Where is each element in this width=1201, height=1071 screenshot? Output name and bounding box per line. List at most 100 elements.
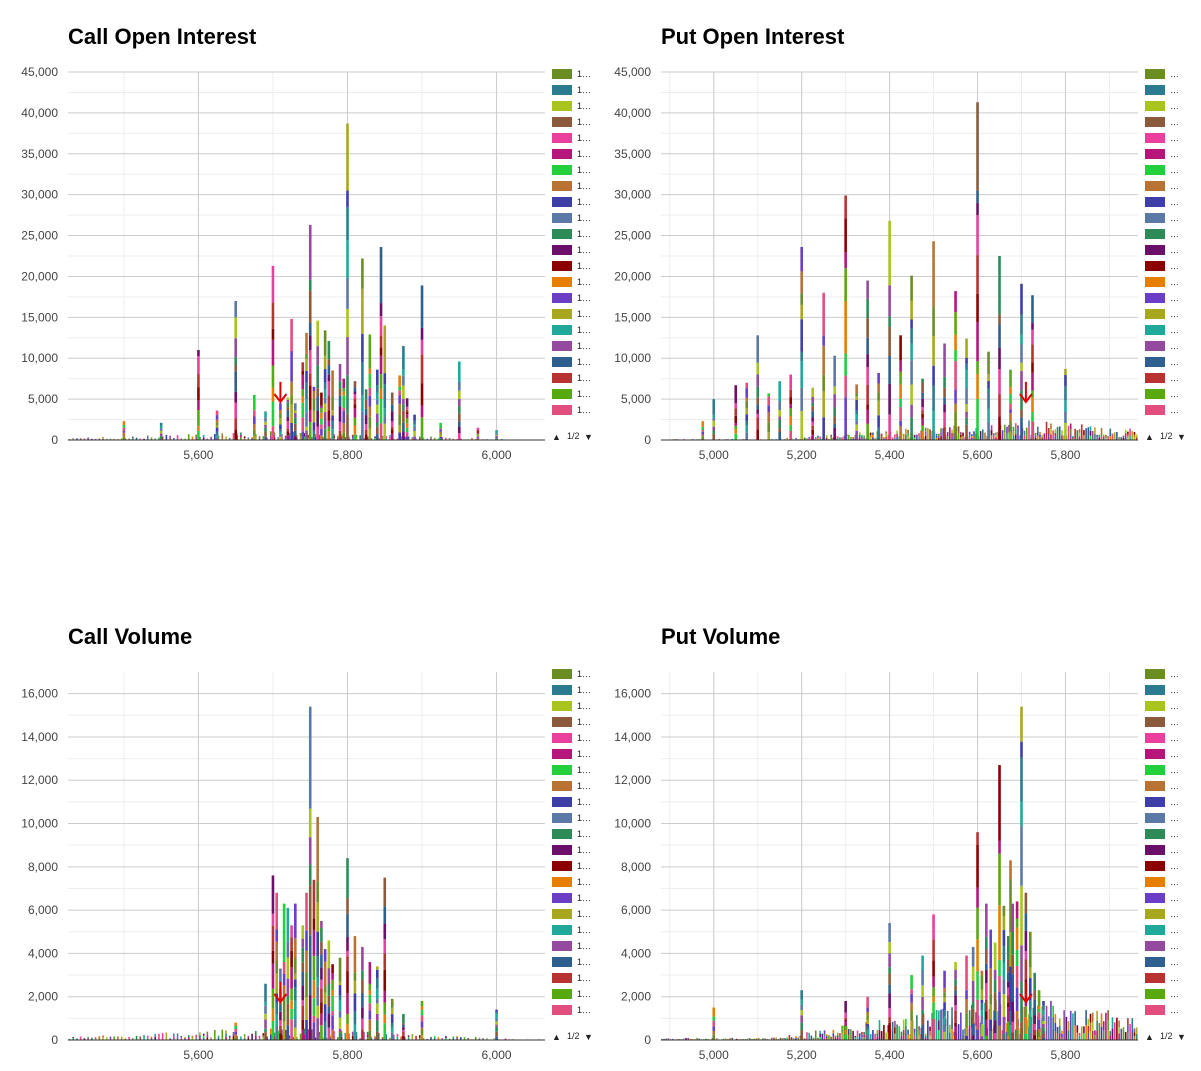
bar-segment [910, 275, 913, 301]
bar-segment [253, 429, 256, 436]
bar-segment [943, 1024, 946, 1032]
bar-segment [847, 1034, 850, 1040]
bar-segment [258, 1037, 261, 1039]
bar-segment [1037, 1029, 1041, 1033]
bar-segment [327, 940, 331, 969]
bar-stack [286, 907, 290, 1040]
bar-segment [971, 1035, 975, 1040]
legend-pager[interactable]: ▲ 1/2 ▼ [552, 1031, 593, 1042]
bar-segment [1028, 1000, 1032, 1011]
bar-segment [413, 426, 416, 431]
bar-segment [869, 432, 872, 436]
bar-segment [696, 1037, 698, 1039]
bar-segment [247, 437, 250, 439]
bar-stack [338, 363, 342, 440]
bar-segment [876, 1036, 879, 1040]
bar-segment [954, 990, 957, 996]
bar-segment [296, 1037, 298, 1039]
bar-segment [1078, 1036, 1081, 1040]
bar-segment [1124, 1031, 1127, 1040]
bar-segment [243, 1038, 246, 1040]
bar-segment [342, 388, 346, 392]
bar-segment [379, 399, 383, 424]
bar-segment [971, 966, 975, 981]
bar-segment [281, 434, 283, 437]
bar-segment [716, 1038, 718, 1040]
bar-segment [344, 438, 347, 440]
bar-segment [932, 1018, 935, 1040]
bar-segment [1120, 436, 1123, 439]
bar-segment [368, 387, 372, 396]
legend-swatch [552, 165, 572, 175]
bar-segment [361, 1018, 364, 1030]
bar-segment [240, 432, 242, 435]
legend-label: … [1170, 229, 1179, 239]
bar-segment [909, 1034, 912, 1037]
bar-segment [1052, 1028, 1054, 1040]
bar-segment [953, 1032, 956, 1037]
pager-up-icon[interactable]: ▲ [552, 1032, 561, 1042]
bar-segment [830, 434, 832, 438]
legend-pager[interactable]: ▲ 1/2 ▼ [1145, 431, 1186, 442]
bar-segment [833, 386, 836, 395]
bar-segment [998, 905, 1001, 961]
bar-segment [340, 438, 343, 440]
bar-segment [931, 1012, 934, 1040]
bar-segment [459, 438, 462, 440]
bar-segment [215, 415, 219, 420]
bar-segment [822, 374, 825, 392]
bar-segment [232, 432, 235, 440]
bar-segment [437, 438, 440, 440]
bar-segment [398, 414, 401, 426]
bar-segment [327, 1013, 331, 1028]
legend-swatch [552, 405, 572, 415]
legend-swatch [552, 845, 572, 855]
bar-segment [288, 437, 291, 440]
bar-segment [338, 388, 342, 396]
bar-segment [874, 438, 876, 440]
bar-segment [1091, 1030, 1094, 1040]
bar-segment [381, 437, 384, 439]
pager-up-icon[interactable]: ▲ [1145, 1032, 1154, 1042]
bar-segment [279, 1004, 282, 1012]
bar-segment [340, 1030, 343, 1034]
bar-segment [301, 971, 305, 986]
bar-segment [819, 437, 821, 439]
pager-up-icon[interactable]: ▲ [552, 432, 561, 442]
pager-down-icon[interactable]: ▼ [584, 1032, 593, 1042]
bar-segment [159, 430, 163, 434]
x-tick-label: 5,200 [787, 1048, 817, 1062]
bar-segment [344, 437, 347, 439]
bar-segment [1109, 1031, 1112, 1036]
pager-down-icon[interactable]: ▼ [584, 432, 593, 442]
legend-label: 1… [577, 957, 591, 967]
bar-segment [176, 437, 179, 440]
bar-segment [87, 1036, 89, 1039]
bar-segment [828, 1035, 830, 1040]
legend-pager[interactable]: ▲ 1/2 ▼ [552, 431, 593, 442]
pager-down-icon[interactable]: ▼ [1177, 1032, 1186, 1042]
bar-segment [1024, 892, 1028, 914]
bar-stack [899, 335, 902, 440]
bar-segment [843, 1025, 846, 1040]
bar-segment [822, 335, 825, 346]
legend-label: … [1170, 829, 1179, 839]
pager-down-icon[interactable]: ▼ [1177, 432, 1186, 442]
bar-segment [87, 437, 89, 439]
pager-up-icon[interactable]: ▲ [1145, 432, 1154, 442]
bar-stack [312, 879, 316, 1040]
bar-segment [731, 1038, 734, 1040]
bar-segment [1067, 1030, 1070, 1040]
bar-segment [921, 1024, 924, 1040]
bar-segment [1009, 879, 1012, 933]
legend-pager[interactable]: ▲ 1/2 ▼ [1145, 1031, 1186, 1042]
bar-segment [275, 941, 278, 961]
y-tick-label: 16,000 [21, 687, 58, 701]
bar-segment [284, 437, 287, 439]
bar-segment [976, 255, 979, 294]
bar-segment [734, 433, 738, 440]
bar-segment [234, 402, 237, 419]
bar-segment [852, 437, 854, 439]
bar-segment [376, 969, 379, 979]
bar-segment [844, 1012, 847, 1018]
